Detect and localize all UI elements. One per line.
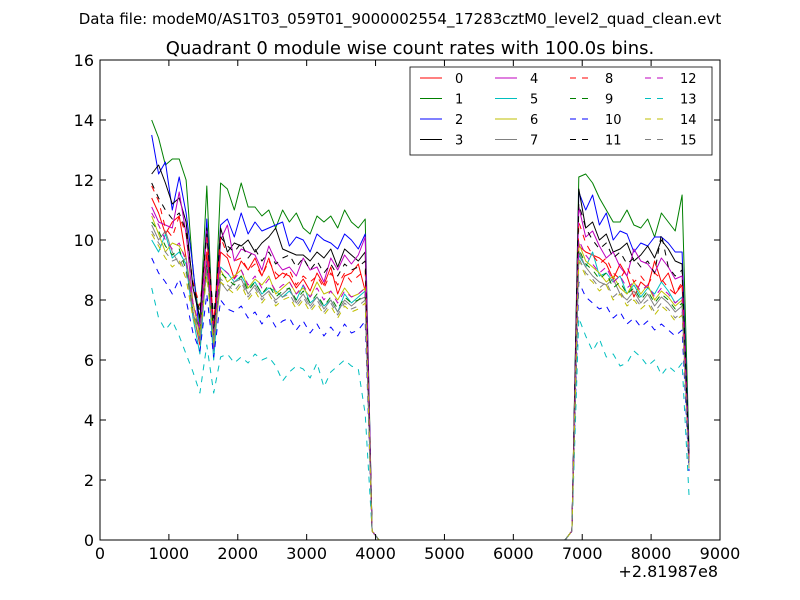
legend-label-13: 13 [680, 93, 697, 108]
x-offset-label: +2.81987e8 [618, 562, 718, 581]
legend-label-6: 6 [530, 113, 538, 128]
x-tick-label: 8000 [631, 544, 672, 563]
y-tick-label: 2 [84, 471, 94, 490]
x-tick-label: 6000 [493, 544, 534, 563]
chart-suptitle: Data file: modeM0/AS1T03_059T01_90000025… [79, 10, 722, 29]
series-line-7 [151, 224, 690, 540]
x-tick-label: 0 [95, 544, 105, 563]
legend-label-14: 14 [680, 113, 697, 128]
axis-ticks: 0 1000 2000 3000 4000 5000 6000 7000 8000 9000 0 2 4… [74, 51, 741, 563]
legend-label-9: 9 [605, 93, 613, 108]
y-tick-label: 6 [84, 351, 94, 370]
series-line-10 [151, 257, 690, 540]
y-tick-label: 0 [84, 531, 94, 550]
y-tick-label: 14 [74, 111, 94, 130]
series-line-9 [151, 221, 690, 540]
y-tick-label: 8 [84, 291, 94, 310]
series-line-3 [151, 164, 690, 540]
series-layer [151, 119, 690, 540]
legend-label-8: 8 [605, 72, 613, 87]
legend-label-3: 3 [455, 134, 463, 149]
x-tick-label: 5000 [424, 544, 465, 563]
legend-label-11: 11 [605, 134, 622, 149]
legend-label-1: 1 [455, 93, 463, 108]
x-tick-label: 2000 [217, 544, 258, 563]
y-tick-label: 12 [74, 171, 94, 190]
chart-title: Quadrant 0 module wise count rates with … [166, 38, 655, 59]
legend-label-15: 15 [680, 134, 697, 149]
series-line-0 [151, 197, 690, 540]
x-tick-label: 7000 [562, 544, 603, 563]
legend-label-4: 4 [530, 72, 538, 87]
y-tick-label: 10 [74, 231, 94, 250]
y-tick-label: 4 [84, 411, 94, 430]
legend-label-0: 0 [455, 72, 463, 87]
legend-label-10: 10 [605, 113, 622, 128]
x-tick-label: 1000 [149, 544, 190, 563]
legend-label-12: 12 [680, 72, 697, 87]
series-line-14 [151, 233, 690, 540]
series-line-4 [151, 191, 690, 540]
x-tick-label: 9000 [700, 544, 741, 563]
series-line-1 [151, 119, 690, 540]
x-tick-label: 4000 [355, 544, 396, 563]
series-line-12 [151, 212, 690, 540]
legend-box [409, 66, 713, 156]
y-tick-label: 16 [74, 51, 94, 70]
x-tick-label: 3000 [286, 544, 327, 563]
legend-label-5: 5 [530, 93, 538, 108]
legend-label-7: 7 [530, 134, 538, 149]
series-line-2 [151, 134, 690, 540]
legend-label-2: 2 [455, 113, 463, 128]
